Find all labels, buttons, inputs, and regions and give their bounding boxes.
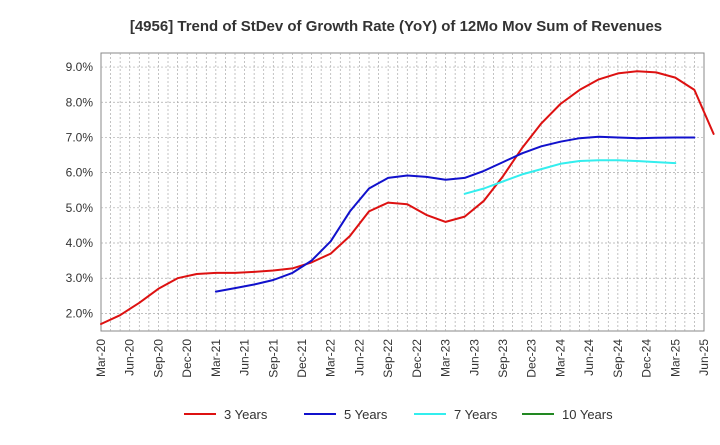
y-tick-label: 8.0% xyxy=(66,95,94,109)
legend-label: 5 Years xyxy=(344,407,388,422)
x-tick-label: Sep-22 xyxy=(381,339,395,378)
x-tick-label: Sep-21 xyxy=(266,339,280,378)
x-tick-label: Sep-23 xyxy=(496,339,510,378)
x-tick-label: Mar-24 xyxy=(553,339,567,377)
y-tick-label: 7.0% xyxy=(66,130,94,144)
legend-label: 10 Years xyxy=(562,407,613,422)
x-tick-label: Jun-24 xyxy=(582,339,596,376)
x-tick-label: Dec-21 xyxy=(295,339,309,378)
x-tick-label: Mar-22 xyxy=(324,339,338,377)
x-tick-label: Jun-20 xyxy=(123,339,137,376)
legend-label: 3 Years xyxy=(224,407,268,422)
x-tick-label: Sep-20 xyxy=(151,339,165,378)
x-tick-label: Mar-23 xyxy=(439,339,453,377)
x-tick-label: Jun-21 xyxy=(238,339,252,376)
y-tick-label: 9.0% xyxy=(66,60,94,74)
x-tick-label: Mar-21 xyxy=(209,339,223,377)
y-tick-label: 3.0% xyxy=(66,271,94,285)
x-tick-label: Sep-24 xyxy=(611,339,625,378)
y-tick-label: 4.0% xyxy=(66,236,94,250)
series-lines xyxy=(100,70,715,325)
x-tick-label: Mar-25 xyxy=(668,339,682,377)
x-tick-label: Dec-24 xyxy=(640,339,654,378)
grid-lines xyxy=(100,52,705,332)
y-tick-label: 5.0% xyxy=(66,201,94,215)
series-line-5-years xyxy=(214,135,696,293)
axes: 2.0% 3.0% 4.0% 5.0% 6.0% 7.0% 8.0% 9.0% Mar-20 Ju… xyxy=(66,60,711,378)
plot-frame xyxy=(100,52,705,332)
x-tick-label: Jun-25 xyxy=(697,339,711,376)
x-tick-label: Mar-20 xyxy=(94,339,108,377)
x-tick-label: Dec-23 xyxy=(525,339,539,378)
y-tick-label: 2.0% xyxy=(66,306,94,320)
legend-label: 7 Years xyxy=(454,407,498,422)
x-tick-label: Jun-23 xyxy=(467,339,481,376)
x-tick-label: Dec-20 xyxy=(180,339,194,378)
series-line-3-years xyxy=(100,70,715,325)
x-tick-label: Jun-22 xyxy=(352,339,366,376)
x-tick-label: Dec-22 xyxy=(410,339,424,378)
legend: 3 Years 5 Years 7 Years 10 Years xyxy=(184,407,613,422)
chart-title: [4956] Trend of StDev of Growth Rate (Yo… xyxy=(130,18,662,35)
series-line-7-years xyxy=(463,159,677,195)
y-tick-label: 6.0% xyxy=(66,166,94,180)
